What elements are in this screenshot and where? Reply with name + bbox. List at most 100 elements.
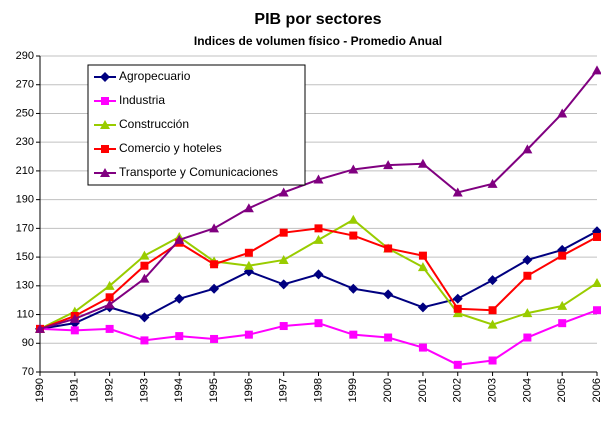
data-point (417, 158, 428, 168)
data-point (278, 279, 289, 290)
x-tick-label: 1994 (173, 378, 185, 402)
data-point (417, 302, 428, 313)
data-point (488, 356, 497, 365)
x-tick-label: 1991 (69, 378, 81, 402)
data-point (210, 260, 219, 269)
legend-marker (100, 168, 110, 177)
data-point (417, 262, 428, 272)
data-point (279, 322, 288, 331)
data-point (244, 330, 253, 339)
data-point (592, 65, 601, 75)
data-point (139, 250, 150, 260)
data-point (174, 293, 185, 304)
x-tick-label: 1998 (312, 378, 324, 402)
y-tick-label: 70 (22, 366, 34, 378)
chart-subtitle: Indices de volumen físico - Promedio Anu… (194, 34, 442, 48)
x-tick-label: 1995 (208, 378, 220, 402)
data-point (313, 174, 324, 184)
legend-label: Transporte y Comunicaciones (119, 165, 278, 179)
data-point (244, 248, 253, 257)
data-point (313, 269, 324, 280)
data-point (209, 223, 220, 233)
data-point (35, 323, 45, 333)
y-tick-label: 150 (16, 251, 34, 263)
x-tick-label: 1990 (34, 378, 46, 402)
data-point (348, 164, 359, 174)
data-point (522, 308, 533, 318)
data-point (139, 312, 150, 323)
data-point (523, 271, 532, 280)
legend-label: Construcción (119, 117, 189, 131)
data-point (243, 260, 254, 270)
x-tick-label: 2002 (452, 378, 464, 402)
x-tick-label: 1996 (243, 378, 255, 402)
data-point (487, 178, 498, 188)
data-point (314, 319, 323, 328)
data-point (522, 144, 533, 154)
data-point (140, 336, 149, 345)
data-point (593, 232, 601, 241)
x-tick-label: 1997 (278, 378, 290, 402)
x-tick-label: 2005 (556, 378, 568, 402)
data-point (383, 289, 394, 300)
data-point (452, 187, 463, 197)
x-tick-label: 1999 (347, 378, 359, 402)
y-tick-label: 90 (22, 337, 34, 349)
data-point (349, 330, 358, 339)
legend-marker (101, 145, 109, 153)
data-point (243, 203, 254, 213)
x-tick-label: 2000 (382, 378, 394, 402)
y-tick-label: 210 (16, 165, 34, 177)
legend-label: Comercio y hoteles (119, 141, 222, 155)
data-point (174, 234, 185, 244)
data-point (314, 224, 323, 233)
data-point (384, 244, 393, 253)
data-point (558, 251, 567, 260)
data-point (488, 306, 497, 315)
data-point (140, 261, 149, 270)
data-point (592, 277, 601, 287)
y-tick-label: 250 (16, 107, 34, 119)
legend-box (87, 64, 306, 186)
x-tick-label: 1993 (138, 378, 150, 402)
data-point (69, 313, 80, 323)
x-tick-label: 1992 (104, 378, 116, 402)
data-point (278, 254, 289, 264)
y-tick-label: 230 (16, 136, 34, 148)
data-point (348, 214, 359, 224)
data-point (105, 324, 114, 333)
legend-marker (100, 72, 110, 82)
data-point (453, 360, 462, 369)
x-tick-label: 2004 (521, 378, 533, 402)
data-point (523, 333, 532, 342)
x-tick-label: 2001 (417, 378, 429, 402)
data-point (593, 306, 601, 315)
data-point (70, 326, 79, 335)
data-point (105, 293, 114, 302)
data-point (557, 300, 568, 310)
data-point (383, 160, 394, 170)
data-point (558, 319, 567, 328)
data-point (348, 283, 359, 294)
y-tick-label: 190 (16, 194, 34, 206)
legend-label: Industria (119, 93, 165, 107)
chart-title: PIB por sectores (254, 11, 381, 28)
data-point (210, 334, 219, 343)
data-point (384, 333, 393, 342)
data-point (104, 299, 115, 309)
data-point (349, 231, 358, 240)
y-tick-label: 290 (16, 50, 34, 62)
data-point (522, 254, 533, 265)
data-point (487, 275, 498, 286)
x-tick-label: 2003 (486, 378, 498, 402)
data-point (453, 304, 462, 313)
data-point (452, 293, 463, 304)
data-point (313, 234, 324, 244)
data-point (557, 108, 568, 118)
y-tick-label: 130 (16, 280, 34, 292)
legend-marker (100, 120, 110, 129)
data-point (104, 280, 115, 290)
data-point (139, 273, 150, 283)
y-tick-label: 110 (16, 308, 34, 320)
